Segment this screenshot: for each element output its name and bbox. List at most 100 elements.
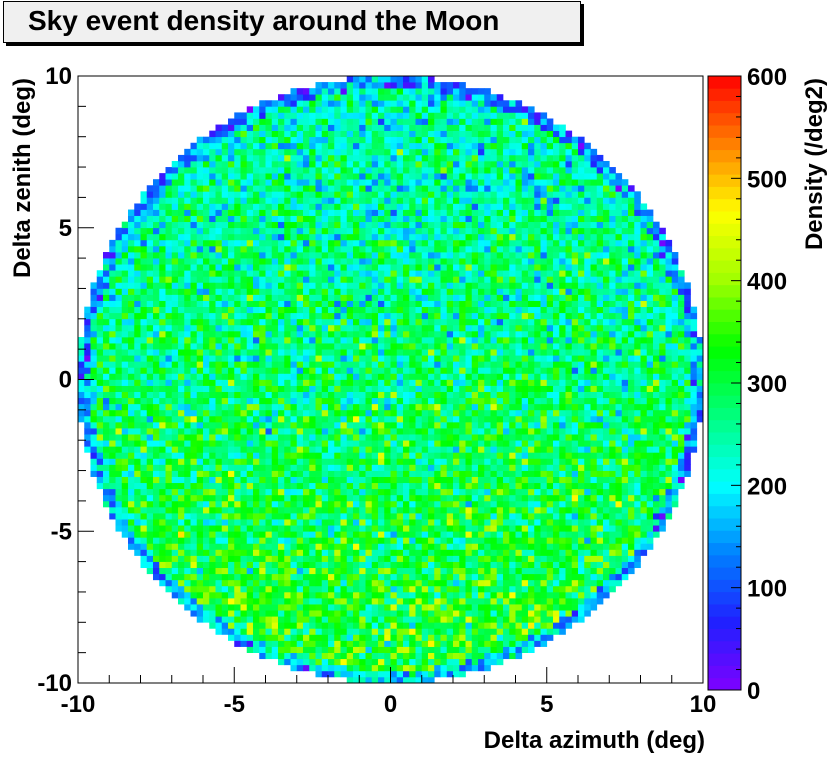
heatmap-cell — [265, 519, 273, 526]
heatmap-cell — [403, 531, 410, 538]
heatmap-cell — [684, 428, 691, 435]
heatmap-cell — [684, 421, 691, 429]
heatmap-cell — [340, 579, 348, 587]
heatmap-cell — [159, 337, 166, 344]
heatmap-cell — [340, 373, 348, 380]
heatmap-cell — [140, 391, 148, 399]
heatmap-cell — [265, 488, 273, 496]
heatmap-cell — [328, 519, 335, 526]
heatmap-cell — [409, 415, 416, 423]
heatmap-cell — [390, 598, 398, 605]
heatmap-cell — [428, 476, 435, 484]
heatmap-cell — [171, 409, 179, 417]
heatmap-cell — [471, 415, 479, 423]
heatmap-cell — [459, 579, 466, 587]
heatmap-cell — [365, 585, 373, 593]
heatmap-cell — [421, 513, 429, 520]
heatmap-cell — [415, 318, 423, 326]
heatmap-cell — [234, 573, 241, 581]
heatmap-cell — [553, 391, 560, 399]
heatmap-cell — [521, 409, 529, 417]
heatmap-cell — [671, 482, 679, 490]
heatmap-cell — [403, 403, 410, 411]
heatmap-cell — [453, 513, 460, 520]
heatmap-cell — [103, 343, 110, 350]
heatmap-cell — [590, 330, 598, 338]
heatmap-cell — [153, 379, 160, 386]
heatmap-cell — [565, 343, 573, 350]
heatmap-cell — [103, 488, 110, 496]
heatmap-cell — [315, 610, 323, 617]
heatmap-cell — [340, 591, 348, 599]
heatmap-cell — [365, 652, 373, 660]
heatmap-cell — [615, 337, 623, 344]
heatmap-cell — [278, 452, 285, 459]
heatmap-cell — [609, 415, 616, 423]
heatmap-cell — [409, 367, 416, 374]
heatmap-cell — [165, 349, 173, 356]
heatmap-cell — [484, 506, 491, 514]
heatmap-cell — [215, 428, 223, 435]
chart-title: Sky event density around the Moon — [28, 5, 500, 36]
heatmap-cell — [184, 500, 191, 508]
heatmap-cell — [278, 658, 285, 666]
heatmap-cell — [328, 640, 335, 647]
heatmap-cell — [253, 434, 260, 441]
heatmap-cell — [259, 391, 266, 399]
heatmap-cell — [503, 567, 510, 575]
heatmap-cell — [140, 464, 148, 471]
heatmap-cell — [403, 452, 410, 459]
heatmap-cell — [634, 488, 641, 496]
heatmap-cell — [396, 640, 404, 647]
heatmap-cell — [78, 361, 85, 368]
heatmap-cell — [471, 610, 479, 617]
heatmap-cell — [484, 470, 491, 477]
heatmap-cell — [128, 373, 135, 380]
heatmap-cell — [353, 561, 360, 569]
heatmap-cell — [109, 397, 116, 405]
heatmap-cell — [515, 337, 523, 344]
heatmap-cell — [453, 452, 460, 459]
heatmap-cell — [146, 379, 154, 386]
heatmap-cell — [128, 434, 135, 441]
heatmap-cell — [590, 349, 598, 356]
heatmap-cell — [209, 622, 216, 629]
heatmap-cell — [459, 318, 466, 326]
heatmap-cell — [484, 415, 491, 423]
heatmap-cell — [678, 415, 685, 423]
heatmap-cell — [453, 664, 460, 672]
heatmap-cell — [565, 513, 573, 520]
heatmap-cell — [215, 585, 223, 593]
heatmap-cell — [540, 452, 548, 459]
heatmap-cell — [409, 440, 416, 447]
heatmap-cell — [390, 391, 398, 399]
heatmap-cell — [490, 610, 498, 617]
heatmap-cell — [209, 610, 216, 617]
heatmap-cell — [553, 349, 560, 356]
heatmap-cell — [371, 549, 379, 556]
heatmap-cell — [490, 446, 498, 453]
heatmap-cell — [471, 452, 479, 459]
heatmap-cell — [571, 616, 579, 623]
heatmap-cell — [434, 537, 441, 544]
heatmap-cell — [621, 549, 629, 556]
heatmap-cell — [421, 458, 429, 465]
heatmap-cell — [334, 458, 341, 465]
heatmap-cell — [309, 379, 316, 386]
heatmap-cell — [484, 549, 491, 556]
heatmap-cell — [509, 379, 516, 386]
heatmap-cell — [590, 470, 598, 477]
heatmap-cell — [178, 591, 185, 599]
heatmap-cell — [221, 591, 229, 599]
heatmap-cell — [234, 397, 241, 405]
heatmap-cell — [253, 343, 260, 350]
heatmap-cell — [434, 379, 441, 386]
heatmap-cell — [490, 318, 498, 326]
heatmap-cell — [296, 428, 304, 435]
heatmap-cell — [259, 464, 266, 471]
heatmap-cell — [659, 397, 666, 405]
heatmap-cell — [321, 385, 329, 392]
heatmap-cell — [478, 628, 485, 635]
heatmap-cell — [621, 415, 629, 423]
heatmap-cell — [178, 355, 185, 362]
